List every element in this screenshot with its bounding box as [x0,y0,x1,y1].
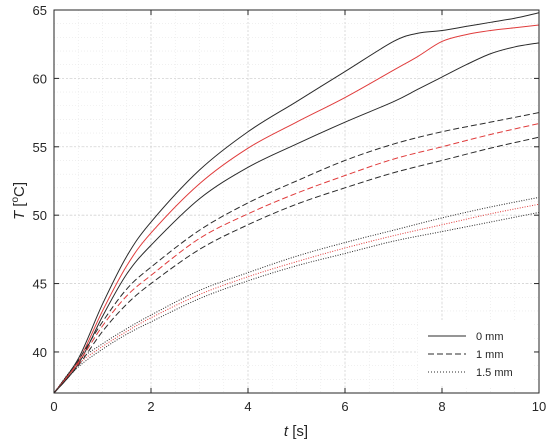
legend-label-0mm: 0 mm [476,331,504,343]
legend-label-1mm: 1 mm [476,349,504,361]
series-line-solid-black-0 [53,12,540,394]
y-tick-label: 50 [33,208,47,223]
tick-marks [53,9,540,393]
y-tick-label: 55 [33,140,47,155]
y-axis-label: T [oC] [10,182,28,220]
tick-labels: 0 2 4 6 8 10 40 45 50 55 60 65 [33,3,547,414]
y-tick-label: 40 [33,345,47,360]
series-line-dotted-red-7 [53,203,540,394]
x-tick-label: 0 [50,399,57,414]
legend-box [418,320,532,386]
legend-item-0mm: 0 mm [428,331,504,343]
x-tick-label: 10 [532,399,546,414]
series-line-solid-red-1 [53,24,540,394]
legend-item-1mm: 1 mm [428,349,504,361]
x-tick-label: 6 [341,399,348,414]
x-tick-label: 2 [147,399,154,414]
series-line-solid-black-2 [53,42,540,394]
x-axis-label: t [s] [284,423,308,440]
y-tick-label: 65 [33,3,47,18]
y-tick-label: 60 [33,71,47,86]
series-line-dotted-black-8 [53,211,540,394]
legend-label-1-5mm: 1.5 mm [476,367,513,379]
legend-item-1-5mm: 1.5 mm [428,367,513,379]
legend: 0 mm 1 mm 1.5 mm [418,320,532,386]
series-layer [53,12,540,394]
series-line-dashed-black-3 [53,112,540,394]
y-tick-label: 45 [33,277,47,292]
series-line-dashed-red-4 [53,123,540,394]
x-tick-label: 8 [438,399,445,414]
plot-frame [53,9,540,394]
x-tick-label: 4 [244,399,251,414]
